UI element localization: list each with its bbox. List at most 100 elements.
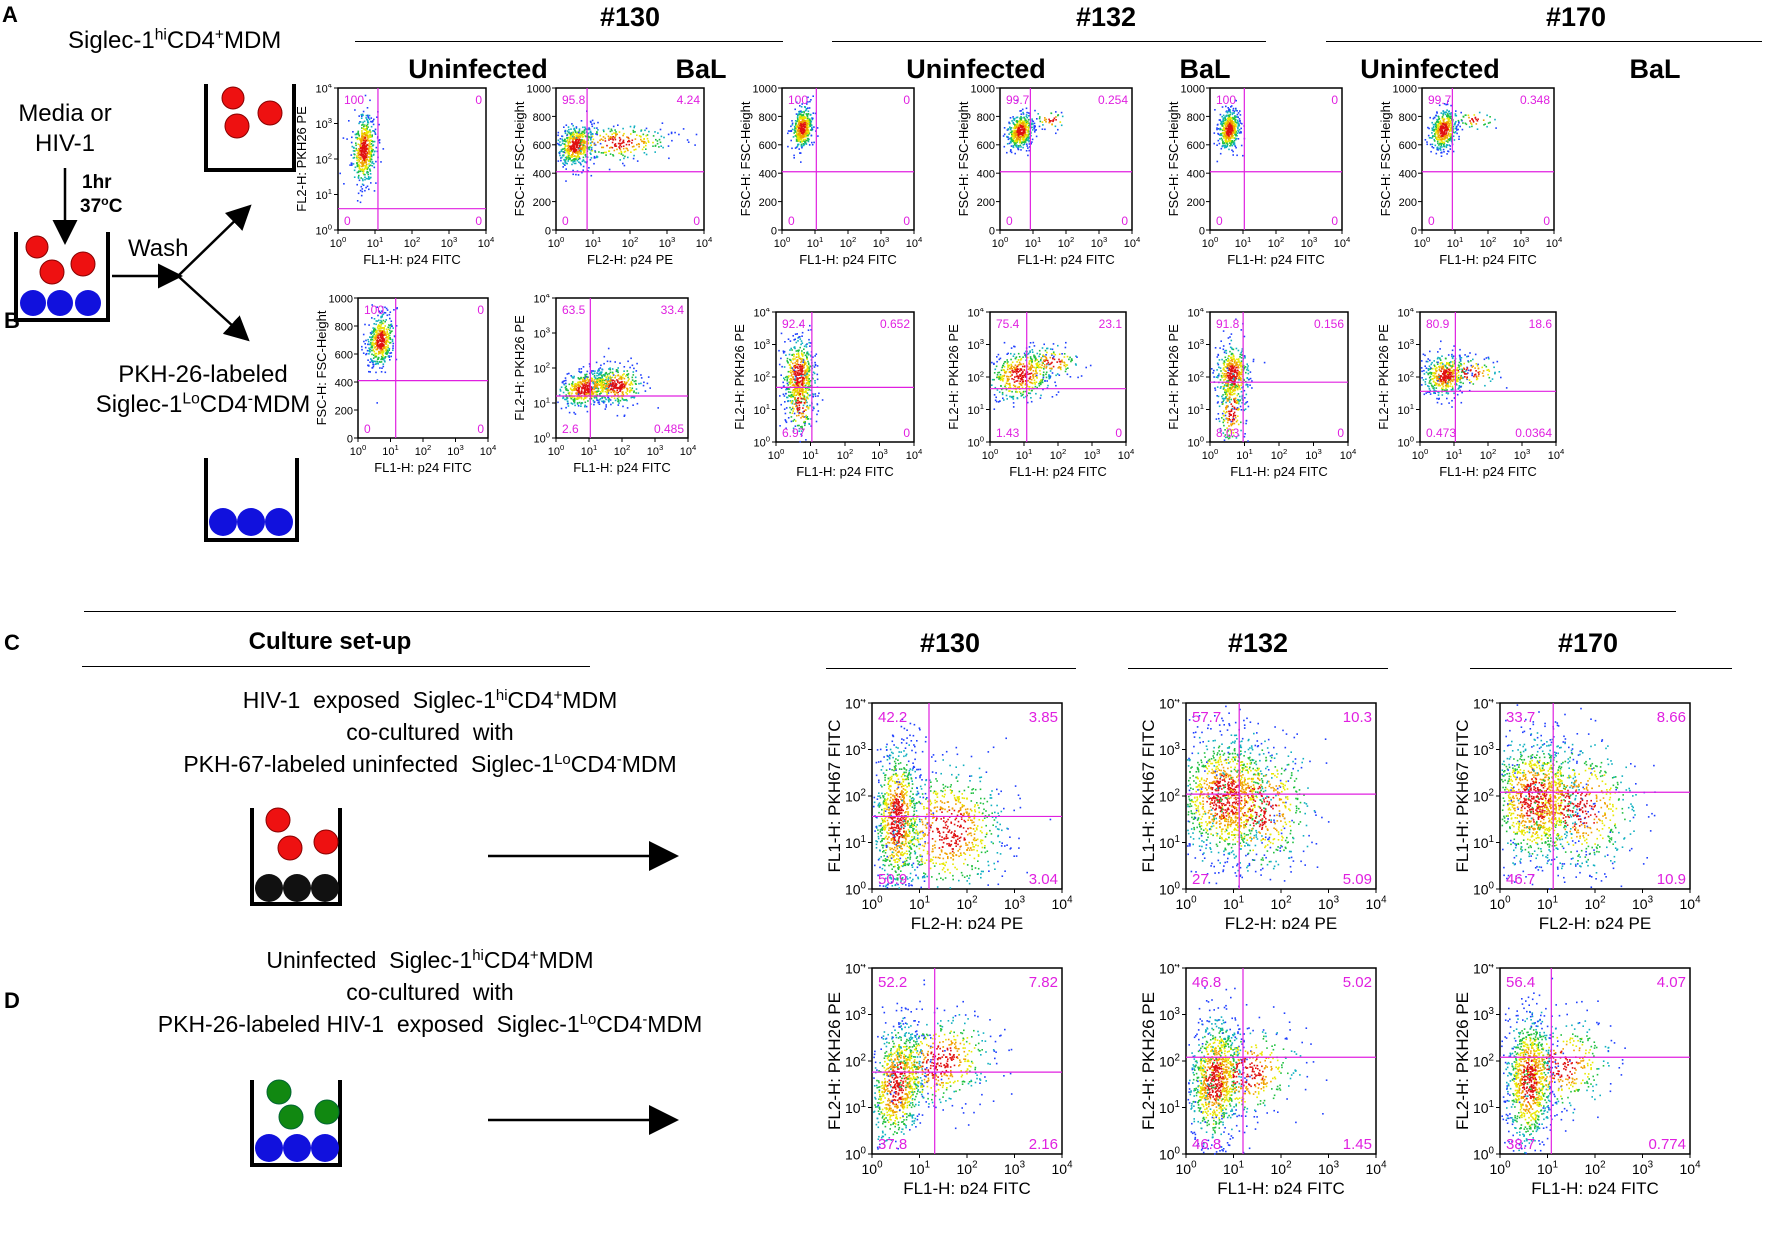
donor-group-line — [355, 41, 783, 42]
quadrant-value-ul: 100 — [1216, 93, 1236, 107]
event-dot — [562, 166, 564, 168]
event-dot — [1022, 132, 1024, 134]
donor-group-line — [1470, 668, 1732, 669]
event-dot — [1011, 145, 1013, 147]
event-dot — [636, 363, 638, 365]
event-dot — [602, 398, 604, 400]
event-dot — [591, 175, 593, 177]
event-dot — [368, 365, 370, 367]
blue-cell-icon — [209, 508, 237, 536]
event-dot — [1242, 155, 1244, 157]
event-dot — [1026, 108, 1028, 110]
event-dot — [607, 397, 609, 399]
event-dot — [565, 133, 567, 135]
event-dot — [1028, 122, 1030, 124]
event-dot — [364, 143, 366, 145]
event-dot — [1009, 143, 1011, 145]
event-dot — [351, 154, 353, 156]
event-dot — [629, 390, 631, 392]
event-dot — [562, 148, 564, 150]
event-dot — [572, 141, 574, 143]
event-dot — [368, 353, 370, 355]
event-dot — [1453, 151, 1455, 153]
event-dot — [1023, 136, 1025, 138]
event-dot — [616, 134, 618, 136]
event-dot — [1042, 121, 1044, 123]
event-dot — [796, 126, 798, 128]
event-dot — [1449, 130, 1451, 132]
event-dot — [567, 156, 569, 158]
event-dot — [359, 165, 361, 167]
event-dot — [562, 155, 564, 157]
event-dot — [649, 387, 651, 389]
y-tick-label: 800 — [977, 112, 995, 124]
event-dot — [636, 370, 638, 372]
event-dot — [581, 120, 583, 122]
event-dot — [604, 375, 606, 377]
event-dot — [592, 126, 594, 128]
event-dot — [364, 129, 366, 131]
schematic-cd-graphics — [200, 790, 700, 1240]
event-dot — [654, 151, 656, 153]
event-dot — [616, 390, 618, 392]
event-dot — [381, 332, 383, 334]
event-dot — [585, 156, 587, 158]
event-dot — [1439, 118, 1441, 120]
event-dot — [625, 151, 627, 153]
event-dot — [792, 123, 794, 125]
event-dot — [1231, 122, 1233, 124]
event-dot — [1044, 129, 1046, 131]
event-dot — [1438, 125, 1440, 127]
event-dot — [1224, 132, 1226, 134]
event-dot — [370, 342, 372, 344]
event-dot — [787, 400, 789, 402]
event-dot — [597, 386, 599, 388]
event-dot — [1222, 139, 1224, 141]
event-dot — [566, 397, 568, 399]
event-dot — [1483, 124, 1485, 126]
event-dot — [389, 359, 391, 361]
event-dot — [803, 128, 805, 130]
event-dot — [1014, 153, 1016, 155]
quadrant-value-ur: 0 — [477, 303, 484, 317]
event-dot — [364, 179, 366, 181]
x-axis-label: FL1-H: p24 FITC — [374, 460, 472, 475]
event-dot — [615, 400, 617, 402]
event-dot — [614, 377, 616, 379]
event-dot — [800, 133, 802, 135]
event-dot — [797, 340, 799, 342]
event-dot — [1032, 129, 1034, 131]
event-dot — [601, 375, 603, 377]
event-dot — [1018, 125, 1020, 127]
event-dot — [1226, 115, 1228, 117]
event-dot — [584, 388, 586, 390]
event-dot — [1026, 145, 1028, 147]
event-dot — [565, 383, 567, 385]
event-dot — [563, 126, 565, 128]
event-dot — [373, 343, 375, 345]
event-dot — [592, 370, 594, 372]
event-dot — [379, 322, 381, 324]
event-dot — [1020, 146, 1022, 148]
event-dot — [1225, 138, 1227, 140]
event-dot — [1450, 148, 1452, 150]
event-dot — [375, 182, 377, 184]
event-dot — [374, 190, 376, 192]
event-dot — [801, 380, 803, 382]
event-dot — [634, 381, 636, 383]
event-dot — [361, 186, 363, 188]
event-dot — [1058, 114, 1060, 116]
event-dot — [617, 367, 619, 369]
x-tick-label: 101 — [581, 443, 598, 458]
event-dot — [1455, 110, 1457, 112]
event-dot — [580, 150, 582, 152]
event-dot — [1016, 127, 1018, 129]
event-dot — [597, 122, 599, 124]
event-dot — [369, 146, 371, 148]
event-dot — [806, 109, 808, 111]
event-dot — [587, 411, 589, 413]
event-dot — [385, 372, 387, 374]
event-dot — [1036, 136, 1038, 138]
quadrant-value-ul: 99.7 — [1006, 93, 1030, 107]
event-dot — [1455, 121, 1457, 123]
